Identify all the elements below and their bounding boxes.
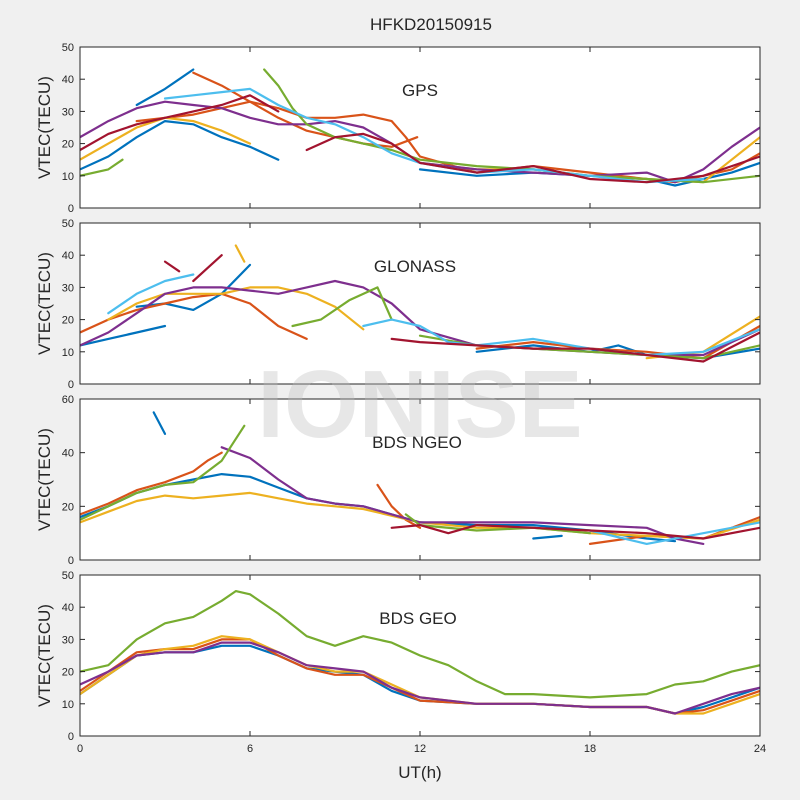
y-tick-label: 20 — [62, 315, 74, 327]
series-line-4 — [80, 451, 223, 516]
series-line-7 — [234, 244, 246, 263]
series-line-11 — [588, 521, 760, 546]
series-line-13 — [362, 318, 760, 357]
series-line-12 — [390, 523, 760, 540]
series-line-8 — [220, 446, 705, 546]
series-line-9 — [80, 424, 246, 521]
series-line-9 — [80, 158, 124, 177]
y-tick-label: 0 — [68, 379, 74, 391]
panel-4: 0 6 12 18 24 0 10 20 30 40 50 VTEC(TECU) BDS GEO — [35, 570, 766, 755]
series-group — [80, 411, 760, 546]
y-tick-label: 40 — [62, 448, 74, 460]
series-line-12 — [80, 94, 280, 152]
y-tick-label: 50 — [62, 570, 74, 582]
series-line-2 — [152, 411, 167, 435]
series-group — [80, 244, 760, 363]
y-tick-label: 20 — [62, 667, 74, 679]
y-tick-label: 20 — [62, 501, 74, 513]
y-tick-label: 30 — [62, 106, 74, 118]
y-tick-label: 50 — [62, 42, 74, 54]
series-line-15 — [192, 254, 223, 283]
panels: 0 10 20 30 40 50 VTEC(TECU) GPS 0 10 20 30 40 50 VTEC(… — [35, 42, 766, 755]
y-tick-label: 0 — [68, 203, 74, 215]
x-tick-label: 12 — [414, 743, 426, 755]
y-tick-label: 60 — [62, 394, 74, 406]
series-line-2 — [135, 68, 195, 107]
series-line-5 — [80, 641, 760, 715]
series-line-1 — [80, 589, 760, 699]
x-tick-label: 18 — [584, 743, 596, 755]
y-tick-label: 40 — [62, 602, 74, 614]
panel-1: 0 10 20 30 40 50 VTEC(TECU) GPS — [35, 42, 761, 215]
panel-2: 0 10 20 30 40 50 VTEC(TECU) GLONASS — [35, 218, 761, 391]
panel-label: BDS NGEO — [372, 433, 462, 452]
series-line-6 — [107, 286, 365, 331]
y-tick-label: 50 — [62, 218, 74, 230]
series-line-1 — [80, 119, 280, 171]
panel-label: GLONASS — [374, 257, 456, 276]
y-tick-label: 10 — [62, 347, 74, 359]
x-tick-label: 0 — [77, 743, 83, 755]
series-line-3 — [532, 534, 563, 540]
series-group — [80, 589, 760, 715]
y-tick-label: 10 — [62, 171, 74, 183]
axes-background — [80, 47, 760, 208]
figure-title: HFKD20150915 — [370, 15, 492, 34]
series-line-14 — [163, 260, 181, 273]
y-tick-label: 10 — [62, 699, 74, 711]
watermark: IONISE — [257, 351, 582, 458]
y-tick-label: 30 — [62, 282, 74, 294]
y-axis-label: VTEC(TECU) — [35, 604, 54, 707]
panel-3: 0 20 40 60 VTEC(TECU) BDS NGEO — [35, 394, 761, 567]
y-tick-label: 40 — [62, 250, 74, 262]
x-tick-label: 24 — [754, 743, 766, 755]
y-axis-label: VTEC(TECU) — [35, 252, 54, 355]
series-line-10 — [291, 286, 393, 328]
y-tick-label: 40 — [62, 74, 74, 86]
y-tick-label: 0 — [68, 555, 74, 567]
x-tick-label: 6 — [247, 743, 253, 755]
series-line-5 — [376, 483, 422, 529]
series-line-12 — [107, 273, 195, 315]
y-tick-label: 20 — [62, 139, 74, 151]
series-group — [80, 68, 760, 187]
y-tick-label: 0 — [68, 731, 74, 743]
series-line-13 — [305, 132, 760, 184]
y-axis-label: VTEC(TECU) — [35, 428, 54, 531]
y-tick-label: 30 — [62, 634, 74, 646]
x-axis-label: UT(h) — [398, 763, 441, 782]
series-line-4 — [80, 292, 308, 340]
panel-label: BDS GEO — [379, 609, 456, 628]
series-line-1 — [80, 324, 167, 347]
series-line-16 — [390, 331, 760, 363]
y-axis-label: VTEC(TECU) — [35, 76, 54, 179]
panel-label: GPS — [402, 81, 438, 100]
